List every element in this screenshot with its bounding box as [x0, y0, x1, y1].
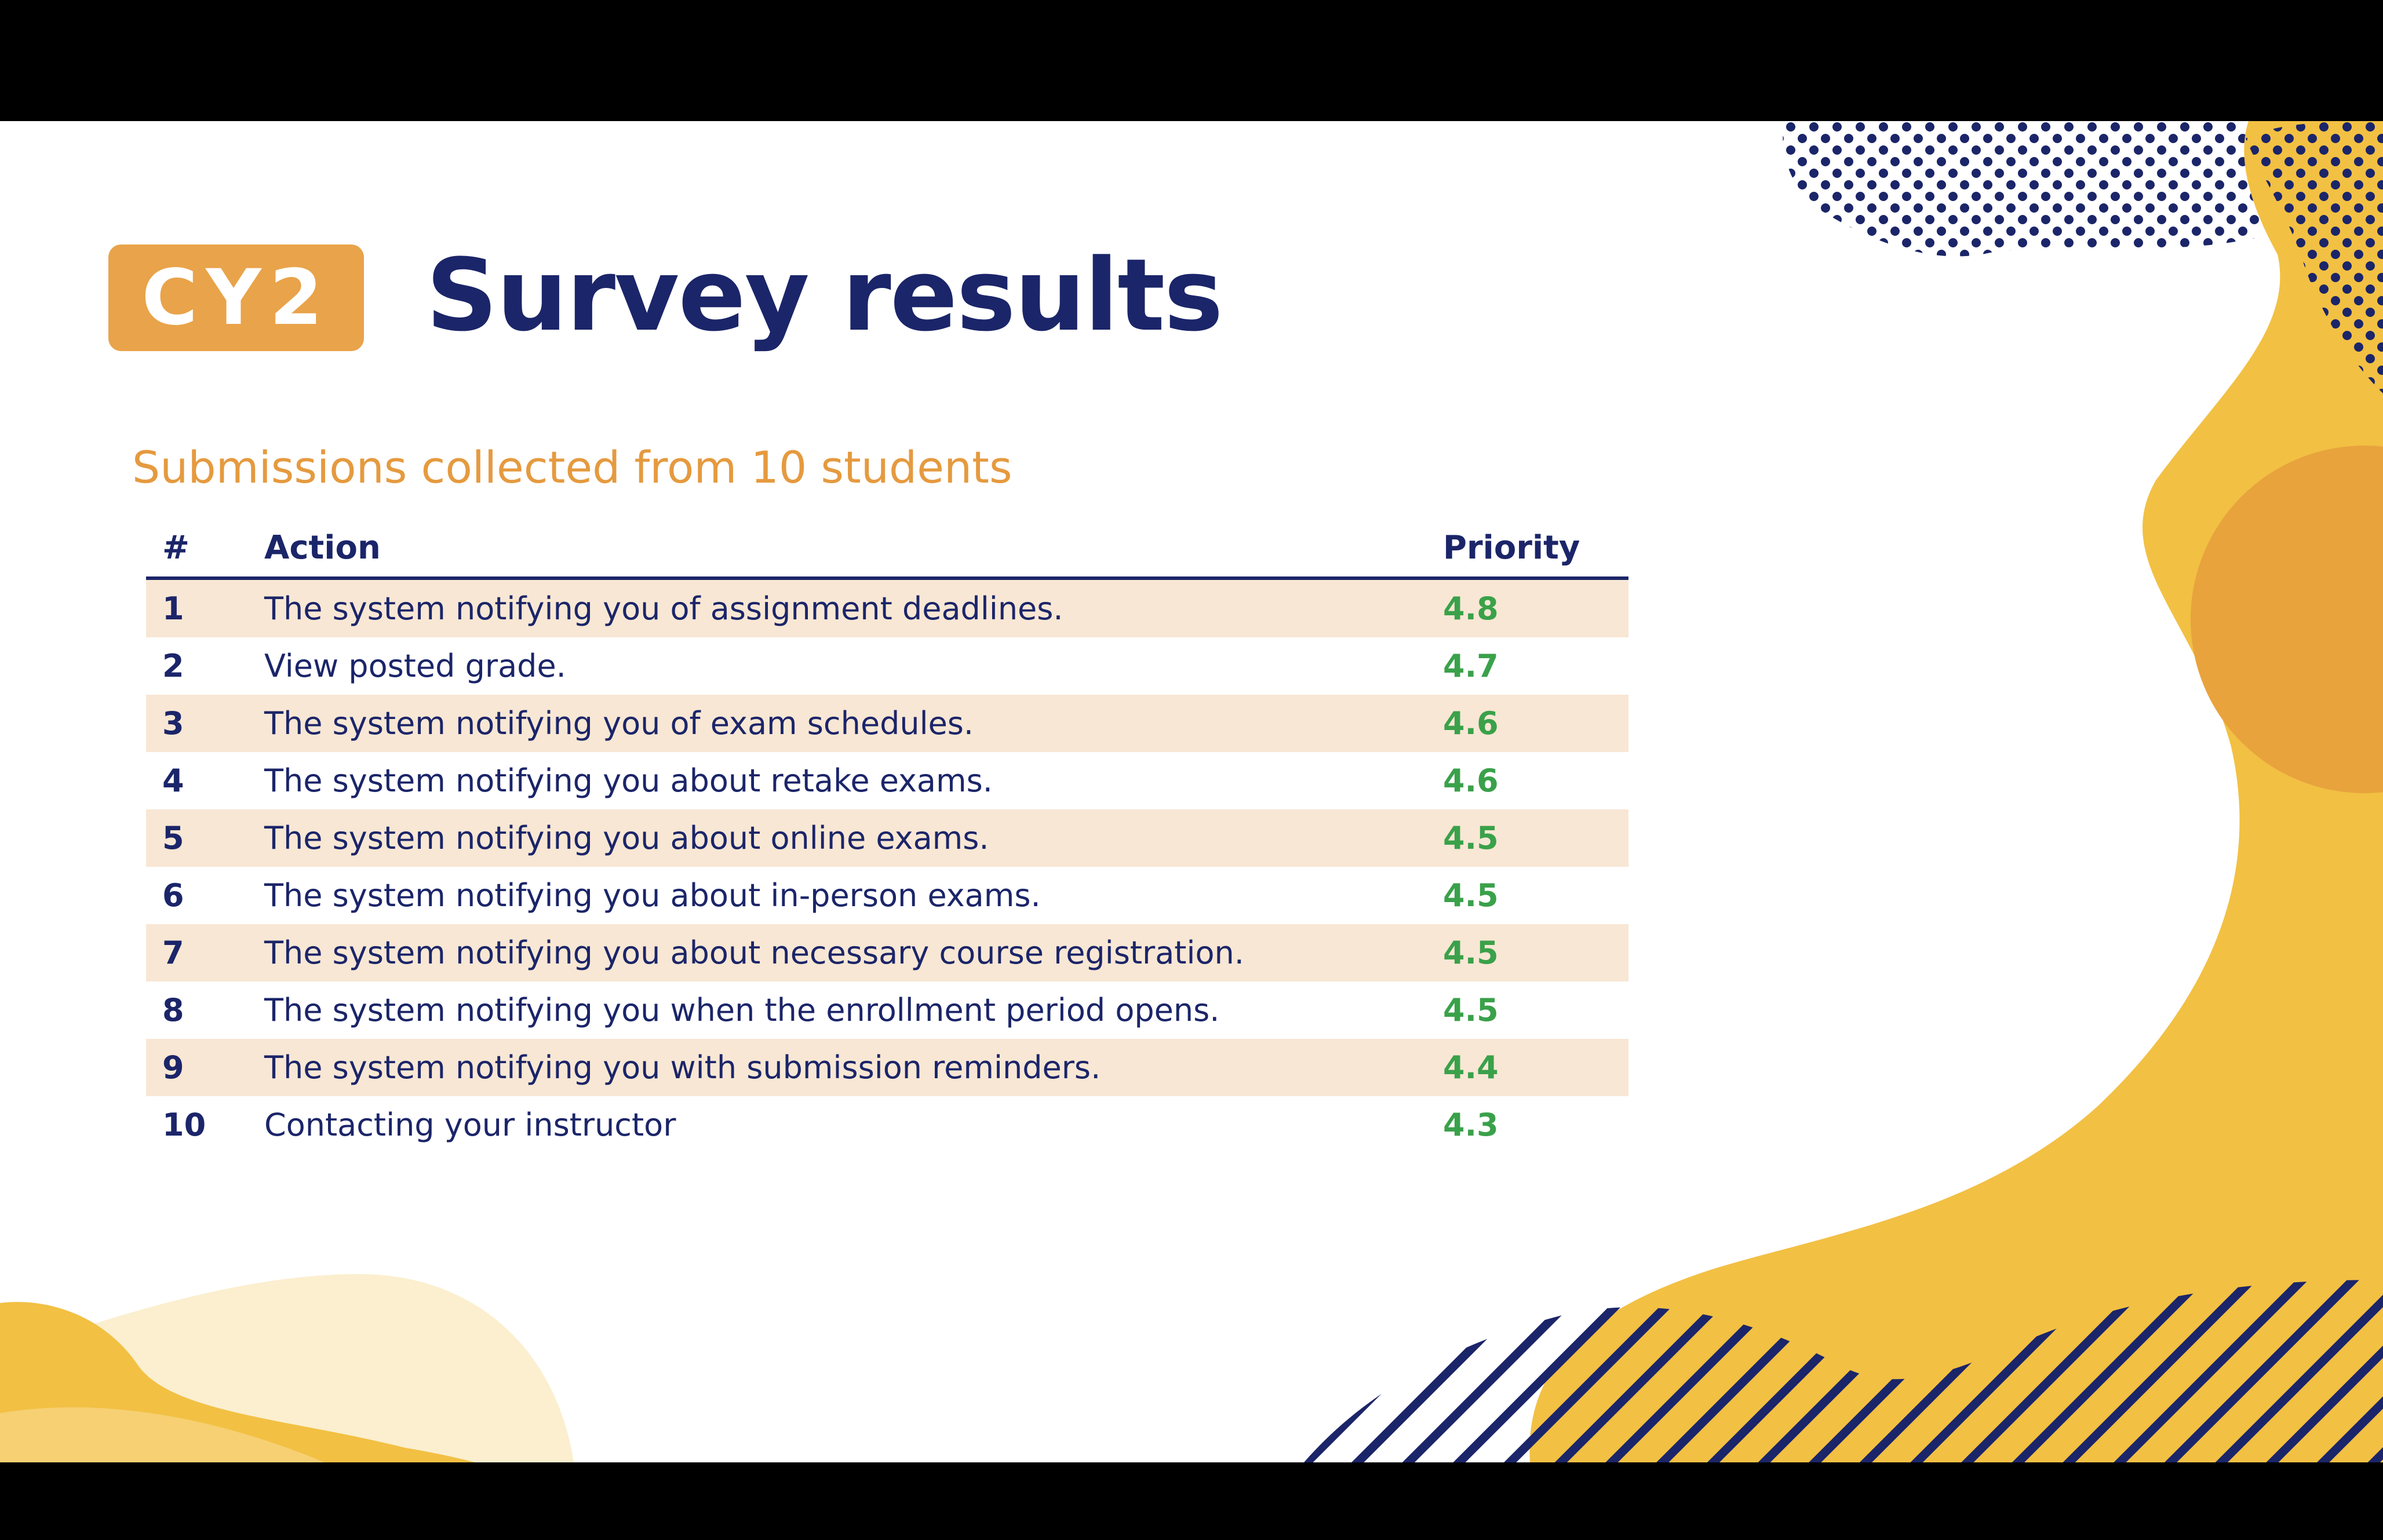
row-priority: 4.5: [1443, 877, 1499, 914]
row-priority: 4.5: [1443, 992, 1499, 1028]
table-row: 3 The system notifying you of exam sched…: [146, 695, 1628, 752]
table-row: 10 Contacting your instructor 4.3: [146, 1096, 1628, 1154]
dot-pattern-overlay: [2246, 121, 2383, 393]
dot-pattern-top: [1783, 121, 2260, 257]
row-number: 10: [162, 1107, 206, 1143]
row-action: View posted grade.: [264, 648, 566, 684]
yellow-blob-bottom-left-lower: [0, 1407, 325, 1462]
row-number: 4: [162, 762, 184, 799]
table-row: 6 The system notifying you about in-pers…: [146, 867, 1628, 924]
row-number: 9: [146, 1039, 264, 1096]
row-action: The system notifying you about retake ex…: [264, 762, 993, 799]
row-priority: 4.4: [1443, 1039, 1628, 1096]
row-action: Contacting your instructor: [264, 1107, 676, 1143]
row-priority: 4.3: [1443, 1107, 1499, 1143]
row-priority: 4.8: [1443, 578, 1628, 637]
logo-text: CY2: [141, 253, 331, 342]
table-row: 2 View posted grade. 4.7: [146, 637, 1628, 695]
row-number: 1: [146, 578, 264, 637]
row-action: The system notifying you about in-person…: [264, 877, 1041, 914]
header-action: Action: [264, 519, 1443, 580]
stripe-pattern-bottom: [1304, 1280, 2383, 1462]
row-action: The system notifying you when the enroll…: [264, 992, 1220, 1028]
row-number: 6: [162, 877, 184, 914]
row-priority: 4.6: [1443, 762, 1499, 799]
subtitle: Submissions collected from 10 students: [132, 441, 1012, 493]
table-row: 1 The system notifying you of assignment…: [146, 578, 1628, 637]
row-action: The system notifying you of exam schedul…: [264, 695, 1443, 752]
page-title: Survey results: [426, 237, 1223, 353]
row-number: 3: [146, 695, 264, 752]
header-priority: Priority: [1443, 519, 1628, 580]
row-priority: 4.6: [1443, 695, 1628, 752]
table-row: 8 The system notifying you when the enro…: [146, 981, 1628, 1039]
row-number: 2: [162, 648, 184, 684]
row-priority: 4.5: [1443, 809, 1628, 867]
row-action: The system notifying you with submission…: [264, 1039, 1443, 1096]
row-number: 7: [146, 924, 264, 981]
survey-results-table: # Action Priority 1 The system notifying…: [146, 519, 1628, 1154]
table-row: 4 The system notifying you about retake …: [146, 752, 1628, 809]
table-row: 9 The system notifying you with submissi…: [146, 1039, 1628, 1096]
orange-circle: [2191, 446, 2383, 793]
table-header-row: # Action Priority: [146, 519, 1628, 580]
row-number: 5: [146, 809, 264, 867]
header-number: #: [146, 519, 264, 580]
row-priority: 4.5: [1443, 924, 1628, 981]
slide: CY2 Survey results Submissions collected…: [0, 121, 2383, 1462]
table-row: 5 The system notifying you about online …: [146, 809, 1628, 867]
background-decoration: [0, 121, 2383, 1462]
cy2-logo: CY2: [108, 244, 364, 351]
row-action: The system notifying you of assignment d…: [264, 578, 1443, 637]
row-action: The system notifying you about online ex…: [264, 809, 1443, 867]
row-number: 8: [162, 992, 184, 1028]
row-priority: 4.7: [1443, 648, 1499, 684]
row-action: The system notifying you about necessary…: [264, 924, 1443, 981]
table-row: 7 The system notifying you about necessa…: [146, 924, 1628, 981]
yellow-wave-right: [1529, 121, 2383, 1462]
